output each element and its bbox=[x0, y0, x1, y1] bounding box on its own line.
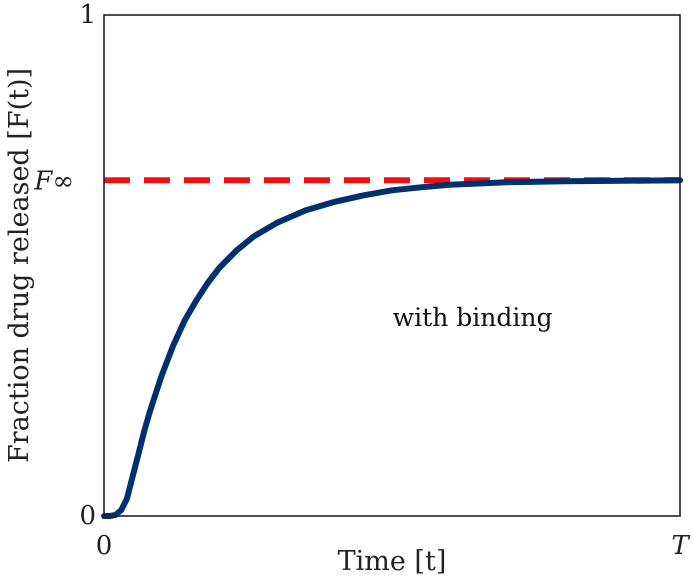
x-axis-title: Time [t] bbox=[338, 546, 447, 577]
plot-frame bbox=[103, 14, 681, 517]
with-binding-annotation: with binding bbox=[393, 303, 553, 332]
x-tick-label-t: T bbox=[671, 531, 690, 561]
x-tick-label-zero: 0 bbox=[96, 531, 113, 561]
release-curve bbox=[101, 177, 683, 519]
y-tick-label-top: 1 bbox=[79, 0, 96, 30]
y-axis-title: Fraction drug released [F(t)] bbox=[4, 68, 35, 463]
y-tick-label-zero: 0 bbox=[79, 501, 96, 531]
y-tick-label-f-infinity: F∞ bbox=[33, 166, 74, 196]
